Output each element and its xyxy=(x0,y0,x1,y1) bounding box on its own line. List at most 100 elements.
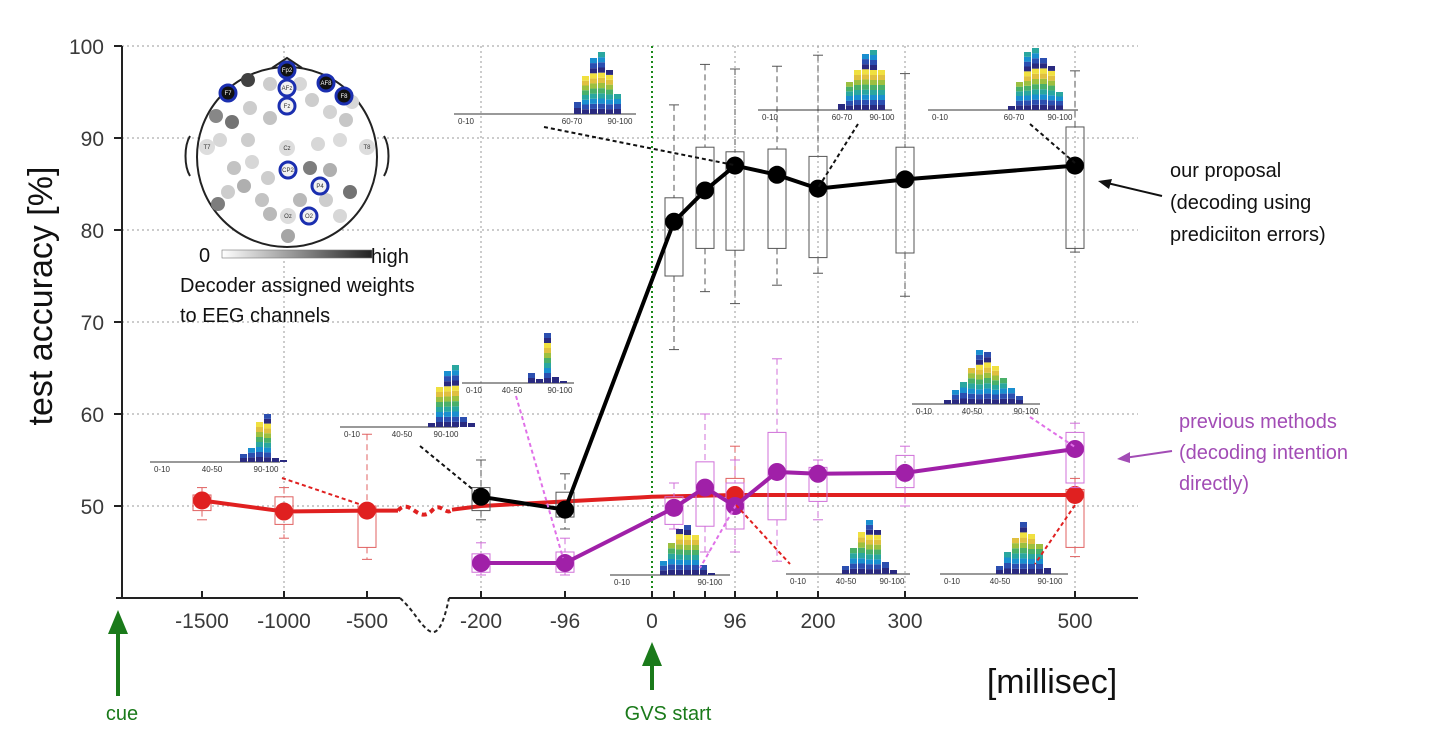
hist-bar-seg xyxy=(1036,559,1043,564)
hist-bar-seg xyxy=(264,457,271,462)
hist-bar-seg xyxy=(264,414,271,419)
electrode-dot xyxy=(323,105,337,119)
electrode-circle xyxy=(280,208,296,224)
hist-bar-seg xyxy=(862,54,869,60)
hist-bar-seg xyxy=(858,547,865,553)
hist-bar-seg xyxy=(606,109,613,114)
electrode-circle xyxy=(277,78,297,98)
hist-tick-label: 0-10 xyxy=(932,113,949,122)
hist-bar-seg xyxy=(976,364,983,370)
weight-scale-bar xyxy=(221,249,373,259)
hist-bar-seg xyxy=(992,399,999,404)
hist-bar-seg xyxy=(544,353,551,358)
hist-bar-seg xyxy=(944,400,951,404)
electrode-circle xyxy=(278,160,298,180)
hist-tick-label: 0-10 xyxy=(466,386,483,395)
ours-annotation-line1: our proposal xyxy=(1170,160,1281,182)
electrode-F8: F8 xyxy=(334,86,354,106)
hist-bar-seg xyxy=(996,566,1003,570)
hist-bar-seg xyxy=(692,535,699,540)
hist-bar-seg xyxy=(1000,398,1007,404)
hist-bar-seg xyxy=(692,565,699,570)
hist-bar-seg xyxy=(976,389,983,395)
hist-bar-seg xyxy=(590,103,597,109)
hist-bar-seg xyxy=(1012,548,1019,554)
electrode-label: Oz xyxy=(284,214,292,220)
hist-bar-seg xyxy=(668,564,675,570)
hist-bar-seg xyxy=(870,70,877,75)
eeg-head: Fp2 AFz Fz F7 AF8 F8 T7 Cz T8 CP2 P4 Oz O2 xyxy=(184,56,390,248)
hist-bar-seg xyxy=(842,570,849,574)
electrode-label: Fz xyxy=(284,104,291,110)
electrode-dot xyxy=(261,171,275,185)
hist-bar-seg xyxy=(1000,388,1007,394)
hist-bar-seg xyxy=(1024,61,1031,67)
hist-bar-seg xyxy=(984,362,991,368)
hist-bar-seg xyxy=(606,70,613,75)
hist-bar-seg xyxy=(590,93,597,99)
hist-bar-seg xyxy=(536,379,543,383)
data-point xyxy=(1066,485,1084,504)
hist-bar-seg xyxy=(1020,522,1027,528)
right-ear xyxy=(383,135,390,177)
electrode-label: Fp2 xyxy=(282,68,293,74)
hist-bar-seg xyxy=(1048,105,1055,110)
hist-bar-seg xyxy=(452,396,459,402)
electrode-dot xyxy=(281,229,295,243)
electrode-CP2: CP2 xyxy=(278,160,298,180)
prev-annotation-line3: directly) xyxy=(1179,473,1249,495)
hist-bar-seg xyxy=(582,99,589,105)
hist-bar-seg xyxy=(862,99,869,105)
hist-bar-seg xyxy=(1008,393,1015,399)
x-tick-label: -1000 xyxy=(257,610,311,633)
hist-bar-seg xyxy=(842,566,849,570)
hist-connector xyxy=(735,504,791,565)
hist-bar-seg xyxy=(1036,544,1043,549)
hist-connector xyxy=(1034,504,1076,565)
hist-bar-seg xyxy=(1048,80,1055,86)
hist-bar-seg xyxy=(1036,564,1043,569)
hist-bar-seg xyxy=(700,565,707,570)
hist-bar-seg xyxy=(1024,100,1031,106)
data-point xyxy=(896,170,914,189)
data-point xyxy=(556,500,574,519)
prev-annotation-arrow xyxy=(1123,450,1173,459)
hist-bar-seg xyxy=(1012,563,1019,569)
hist-bar-seg xyxy=(676,529,683,535)
hist-bar-seg xyxy=(598,103,605,109)
hist-bar-seg xyxy=(264,418,271,424)
hist-bar-seg xyxy=(452,390,459,396)
hist-bar-seg xyxy=(968,388,975,394)
hist-bar-seg xyxy=(870,95,877,100)
hist-bar-seg xyxy=(436,417,443,422)
hist-bar-seg xyxy=(1056,96,1063,101)
hist-bar-seg xyxy=(1044,568,1051,574)
x-axis-label: [millisec] xyxy=(987,663,1117,701)
hist-bar-seg xyxy=(984,367,991,373)
hist-bar-seg xyxy=(256,447,263,452)
electrode-dot xyxy=(255,193,269,207)
hist-bar-seg xyxy=(676,564,683,570)
hist-bar-seg xyxy=(1008,388,1015,394)
hist-bar-seg xyxy=(862,84,869,90)
hist-bar-seg xyxy=(684,560,691,565)
hist-bar-seg xyxy=(878,80,885,85)
hist-tick-label: 0-10 xyxy=(944,577,961,586)
data-point xyxy=(768,462,786,481)
ours-annotation-line3: prediciiton errors) xyxy=(1170,224,1326,246)
hist-bar-seg xyxy=(862,89,869,95)
hist-bar-seg xyxy=(264,428,271,434)
gvs-start-arrow xyxy=(642,642,662,690)
hist-bar-seg xyxy=(264,447,271,453)
hist-bar-seg xyxy=(1020,553,1027,559)
hist-bar-seg xyxy=(582,104,589,110)
electrode-dot xyxy=(263,207,277,221)
hist-bar-seg xyxy=(854,80,861,85)
hist-bar-seg xyxy=(1032,58,1039,64)
hist-bar-seg xyxy=(444,421,451,427)
hist-bar-seg xyxy=(444,411,451,417)
hist-bar-seg xyxy=(878,100,885,105)
hist-bar-seg xyxy=(858,558,865,564)
hist-bar-seg xyxy=(1008,398,1015,404)
hist-bar-seg xyxy=(1056,92,1063,97)
